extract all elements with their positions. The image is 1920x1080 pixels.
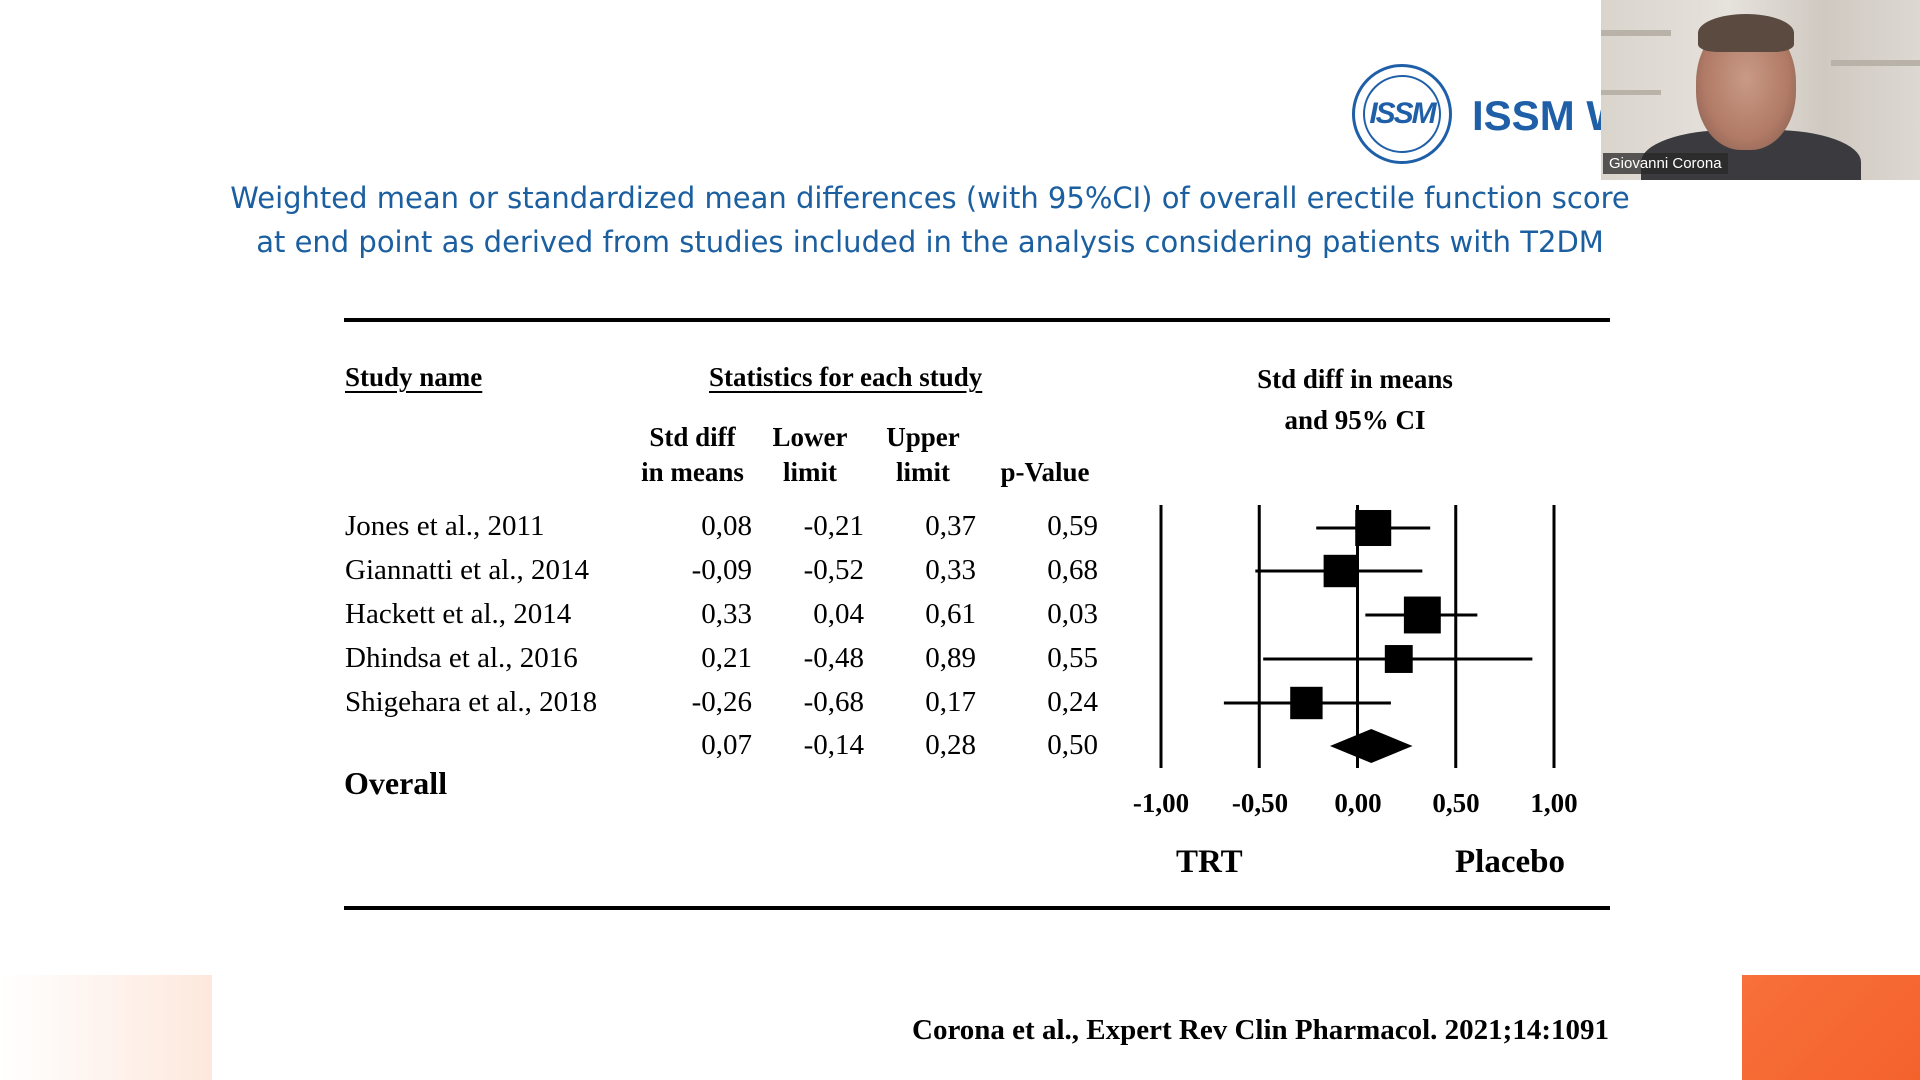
issm-logo-emblem: ISSM (1352, 64, 1452, 164)
std-diff-value: 0,08 (701, 510, 752, 542)
lower-limit-value: 0,04 (813, 598, 864, 630)
overall-label: Overall (344, 765, 448, 801)
citation: Corona et al., Expert Rev Clin Pharmacol… (912, 1014, 1609, 1046)
overall-upper-limit: 0,28 (925, 729, 976, 761)
x-tick-label: 1,00 (1530, 788, 1578, 818)
table-bottom-rule (344, 906, 1610, 910)
slide-title-line2: at end point as derived from studies inc… (256, 225, 1604, 259)
issm-emblem-letters: ISSM (1363, 75, 1441, 153)
x-tick-label: 0,50 (1432, 788, 1480, 818)
col-header-upper-line2: limit (896, 457, 950, 487)
study-name: Jones et al., 2011 (345, 510, 545, 542)
p-value: 0,59 (1047, 510, 1098, 542)
std-diff-value: 0,33 (701, 598, 752, 630)
point-estimate-square (1384, 645, 1413, 673)
slide-title: Weighted mean or standardized mean diffe… (230, 176, 1630, 264)
study-name: Dhindsa et al., 2016 (345, 642, 578, 674)
stats-header: Statistics for each study (709, 362, 983, 392)
favours-trt-label: TRT (1176, 844, 1243, 880)
col-header-lower-line1: Lower (772, 422, 848, 452)
upper-limit-value: 0,89 (925, 642, 976, 674)
overall-std-diff: 0,07 (701, 729, 752, 761)
col-header-upper: Upper limit (873, 420, 973, 490)
col-header-upper-line1: Upper (886, 422, 960, 452)
study-name: Shigehara et al., 2018 (345, 686, 598, 718)
slide-title-line1: Weighted mean or standardized mean diffe… (230, 181, 1630, 215)
std-diff-value: -0,26 (691, 686, 752, 718)
study-name: Giannatti et al., 2014 (345, 554, 590, 586)
point-estimate-square (1290, 686, 1323, 720)
table-top-rule (344, 318, 1610, 322)
study-name: Hackett et al., 2014 (345, 598, 572, 630)
std-diff-value: 0,21 (701, 642, 752, 674)
col-header-p-value: p-Value (1000, 457, 1090, 487)
participant-name-label: Giovanni Corona (1603, 153, 1728, 174)
decorative-orange-block (1742, 975, 1920, 1080)
lower-limit-value: -0,48 (803, 642, 864, 674)
issm-logo-text: ISSM W (1472, 92, 1626, 139)
plot-header-line2: and 95% CI (1284, 405, 1426, 435)
p-value: 0,24 (1047, 686, 1098, 718)
std-diff-value: -0,09 (691, 554, 752, 586)
p-value: 0,03 (1047, 598, 1098, 630)
p-value: 0,68 (1047, 554, 1098, 586)
overall-lower-limit: -0,14 (803, 729, 864, 761)
point-estimate-square (1323, 554, 1357, 588)
point-estimate-square (1355, 510, 1392, 546)
upper-limit-value: 0,61 (925, 598, 976, 630)
p-value: 0,55 (1047, 642, 1098, 674)
x-tick-label: -1,00 (1132, 788, 1190, 818)
col-header-lower: Lower limit (760, 420, 860, 490)
x-tick-label: 0,00 (1334, 788, 1382, 818)
lower-limit-value: -0,52 (803, 554, 864, 586)
overall-diamond (1329, 729, 1413, 763)
upper-limit-value: 0,33 (925, 554, 976, 586)
overall-p-value: 0,50 (1047, 729, 1098, 761)
upper-limit-value: 0,17 (925, 686, 976, 718)
plot-header: Std diff in means and 95% CI (1215, 362, 1495, 438)
col-header-std-diff: Std diff in means (620, 420, 765, 490)
col-header-lower-line2: limit (783, 457, 837, 487)
col-header-std-line2: in means (641, 457, 744, 487)
plot-header-line1: Std diff in means (1257, 364, 1453, 394)
webcam-video-tile[interactable]: Giovanni Corona (1601, 0, 1920, 180)
decorative-gradient-left (0, 975, 212, 1080)
col-header-std-line1: Std diff (649, 422, 736, 452)
lower-limit-value: -0,68 (803, 686, 864, 718)
lower-limit-value: -0,21 (803, 510, 864, 542)
speaker-hair (1698, 14, 1794, 52)
favours-placebo-label: Placebo (1455, 844, 1565, 880)
x-tick-label: -0,50 (1231, 788, 1289, 818)
point-estimate-square (1403, 596, 1441, 634)
upper-limit-value: 0,37 (925, 510, 976, 542)
study-name-header: Study name (345, 362, 483, 392)
